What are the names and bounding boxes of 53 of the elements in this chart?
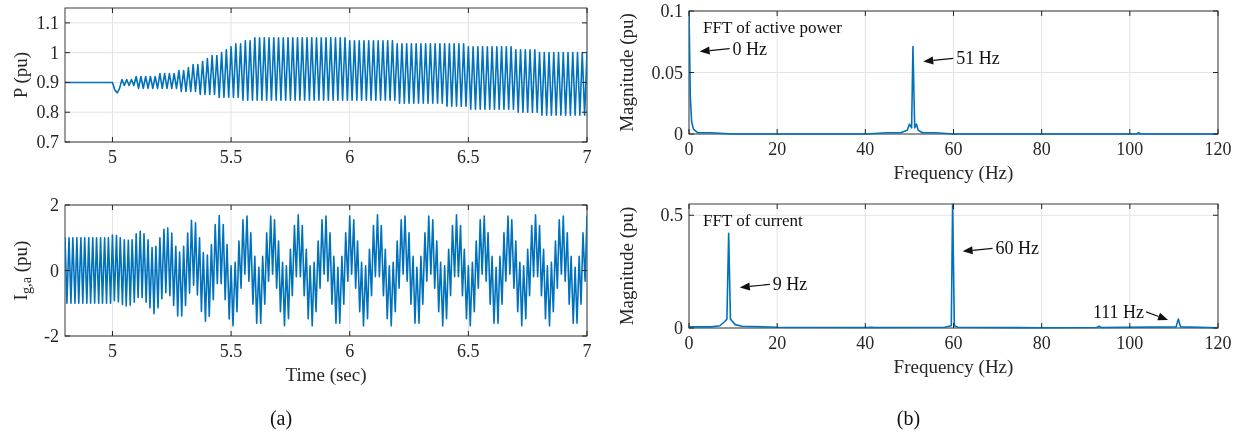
text: (b) <box>896 407 921 430</box>
annotation: FFT of current <box>703 211 804 230</box>
x-tick-label: 60 <box>944 333 963 353</box>
x-tick-label: 6 <box>345 341 355 361</box>
y-axis-title: Magnitude (pu) <box>616 206 638 326</box>
y-tick-label: 2 <box>50 195 59 215</box>
x-tick-label: 6 <box>345 147 355 167</box>
y-tick-label: 0.1 <box>660 1 683 21</box>
x-axis-title: Frequency (Hz) <box>893 356 1014 378</box>
x-tick-label: 40 <box>856 139 875 159</box>
x-tick-label: 120 <box>1204 333 1232 353</box>
x-tick-label: 80 <box>1032 139 1051 159</box>
x-tick-label: 7 <box>582 341 592 361</box>
line-series <box>689 10 1218 135</box>
line-series <box>689 203 1218 329</box>
x-tick-label: 5 <box>107 147 117 167</box>
x-tick-label: 120 <box>1204 139 1232 159</box>
y-tick-label: 1.1 <box>36 12 59 33</box>
y-tick-label: 0.5 <box>660 205 683 226</box>
x-tick-label: 60 <box>944 139 963 159</box>
x-tick-label: 80 <box>1032 333 1051 353</box>
annotation: 9 Hz <box>772 274 808 295</box>
line-series <box>65 214 587 327</box>
y-tick-label: 0 <box>674 124 683 144</box>
y-tick-label: -2 <box>44 326 59 346</box>
annotation: 60 Hz <box>995 238 1040 259</box>
x-tick-label: 6.5 <box>457 147 480 167</box>
x-tick-label: 6.5 <box>457 341 480 361</box>
x-tick-label: 5.5 <box>219 341 243 361</box>
y-tick-label: 0 <box>50 260 59 281</box>
x-tick-label: 5.5 <box>219 147 243 167</box>
text: (a) <box>269 407 293 430</box>
y-tick-label: 1 <box>50 42 59 63</box>
y-tick-label: 0.7 <box>36 132 59 152</box>
x-tick-label: 20 <box>768 139 787 159</box>
x-tick-label: 40 <box>856 333 875 353</box>
annotation: FFT of active power <box>703 18 843 37</box>
x-tick-label: 5 <box>107 341 117 361</box>
annotation: 111 Hz <box>1092 301 1145 322</box>
annotation: 0 Hz <box>732 38 768 59</box>
y-tick-label: 0.9 <box>36 72 59 93</box>
x-tick-label: 100 <box>1116 139 1144 159</box>
y-axis-title: Magnitude (pu) <box>616 13 638 132</box>
x-axis-title: Frequency (Hz) <box>893 162 1014 184</box>
x-tick-label: 100 <box>1116 333 1144 353</box>
x-tick-label: 20 <box>768 333 787 353</box>
y-tick-label: 0.8 <box>36 102 59 123</box>
y-tick-label: 0 <box>674 318 683 338</box>
y-axis-title: P (pu) <box>10 51 32 99</box>
y-tick-label: 0.05 <box>651 62 683 83</box>
annotation: 51 Hz <box>956 48 1000 69</box>
x-axis-title: Time (sec) <box>285 364 367 386</box>
x-tick-label: 7 <box>582 147 592 167</box>
